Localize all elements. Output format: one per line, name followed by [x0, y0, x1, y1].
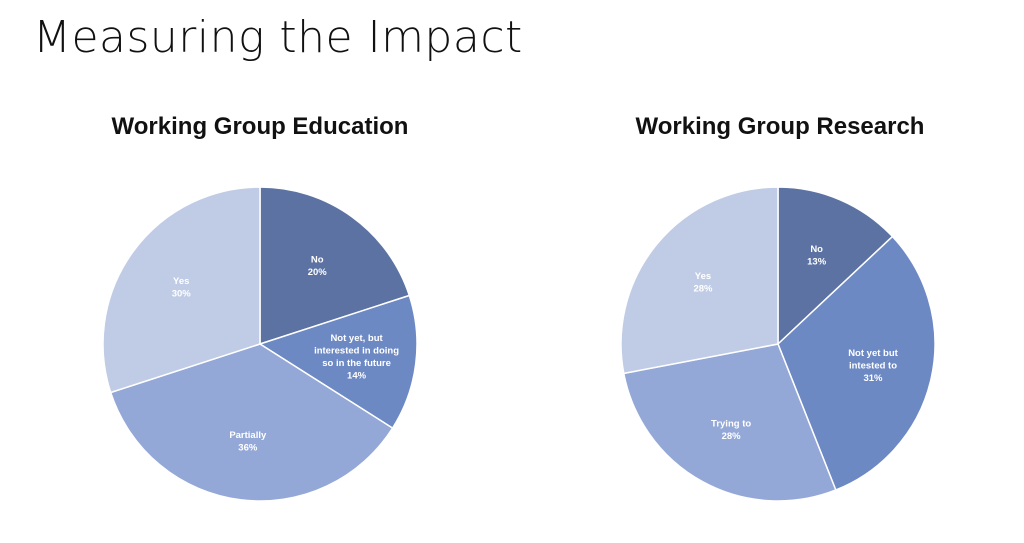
pie-label-research-trying-to: Trying to 28% — [711, 419, 751, 443]
pie-label-research-yes: Yes 28% — [693, 271, 713, 295]
pie-slice-education-yes — [102, 186, 261, 394]
pie-slice-education-partially — [109, 343, 394, 502]
pie-label-research-not-yet-but: Not yet but intested to 31% — [848, 348, 898, 384]
pie-slice-education-not-yet-but — [259, 294, 418, 429]
chart-title-research: Working Group Research — [635, 113, 925, 140]
pie-chart-research: No 13% Not yet but intested to 31% Trying to 2… — [620, 186, 936, 502]
pie-label-education-partially: Partially 36% — [229, 430, 267, 454]
pie-slice-research-not-yet-but — [777, 235, 936, 491]
pie-slice-education-no — [259, 186, 411, 345]
pie-label-education-not-yet-but: Not yet, but interested in doing so in the… — [314, 333, 399, 382]
chart-title-education: Working Group Education — [111, 113, 409, 140]
pie-label-research-no: No 13% — [807, 244, 827, 267]
pie-label-education-yes: Yes 30% — [172, 276, 192, 300]
pie-slice-research-no — [777, 186, 894, 345]
slide-title: Measuring the Impact — [33, 12, 523, 63]
pie-label-education-no: No 20% — [308, 255, 328, 279]
pie-slice-research-trying-to — [623, 343, 837, 502]
pie-chart-education: No 20% Not yet, but interested in doing so i… — [102, 186, 418, 502]
pie-slice-research-yes — [620, 186, 779, 375]
